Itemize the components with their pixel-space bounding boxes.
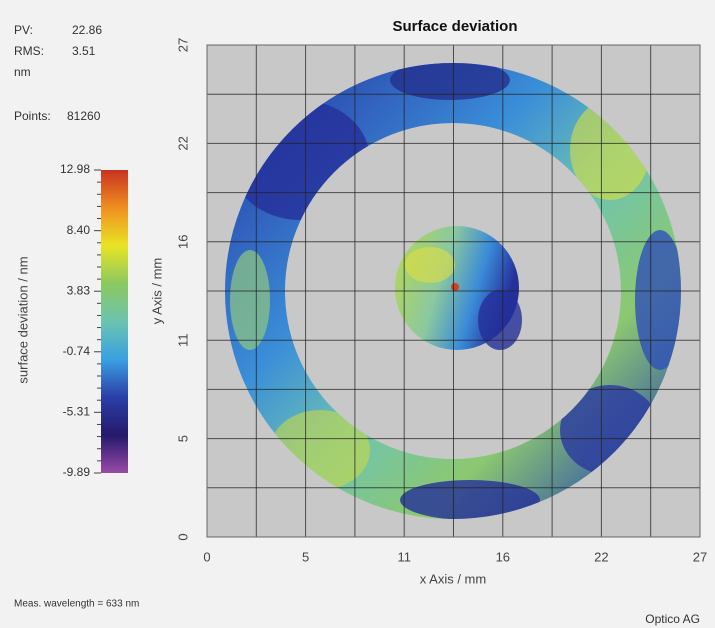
unit: nm [14,65,31,79]
x-tick-label: 11 [397,549,411,564]
y-tick-label: 16 [175,235,190,249]
y-axis-label: y Axis / mm [149,258,164,324]
rms-value: 3.51 [72,44,96,58]
wavelength: Meas. wavelength = 633 nm [14,599,139,610]
points-label: Points: [14,109,51,123]
colorbar-tick-label: -5.31 [63,404,91,418]
colorbar-tick-label: 12.98 [60,162,90,176]
company: Optico AG [645,612,700,626]
colorbar-tick-label: 8.40 [67,223,91,237]
colorbar-tick-label: -9.89 [63,465,91,479]
x-tick-label: 16 [496,549,510,564]
points-value: 81260 [67,109,101,123]
plot-frame [206,44,701,538]
y-tick-label: 5 [175,435,190,442]
y-tick-label: 11 [175,333,190,347]
pv-value: 22.86 [72,23,102,37]
x-tick-label: 22 [594,549,608,564]
y-tick-label: 22 [175,136,190,150]
inner-disk [395,226,522,350]
colorbar-tick-label: -0.74 [63,344,91,358]
y-tick-label: 0 [175,533,190,540]
rms-label: RMS: [14,44,44,58]
y-tick-label: 27 [175,38,190,52]
colorbar [101,170,128,473]
colorbar-label: surface deviation / nm [15,256,30,383]
pv-label: PV: [14,23,33,37]
x-tick-label: 5 [302,549,309,564]
chart-title: Surface deviation [392,18,517,35]
x-tick-label: 27 [693,549,707,564]
x-axis-label: x Axis / mm [420,571,486,586]
colorbar-tick-label: 3.83 [67,283,91,297]
x-tick-label: 0 [203,549,210,564]
